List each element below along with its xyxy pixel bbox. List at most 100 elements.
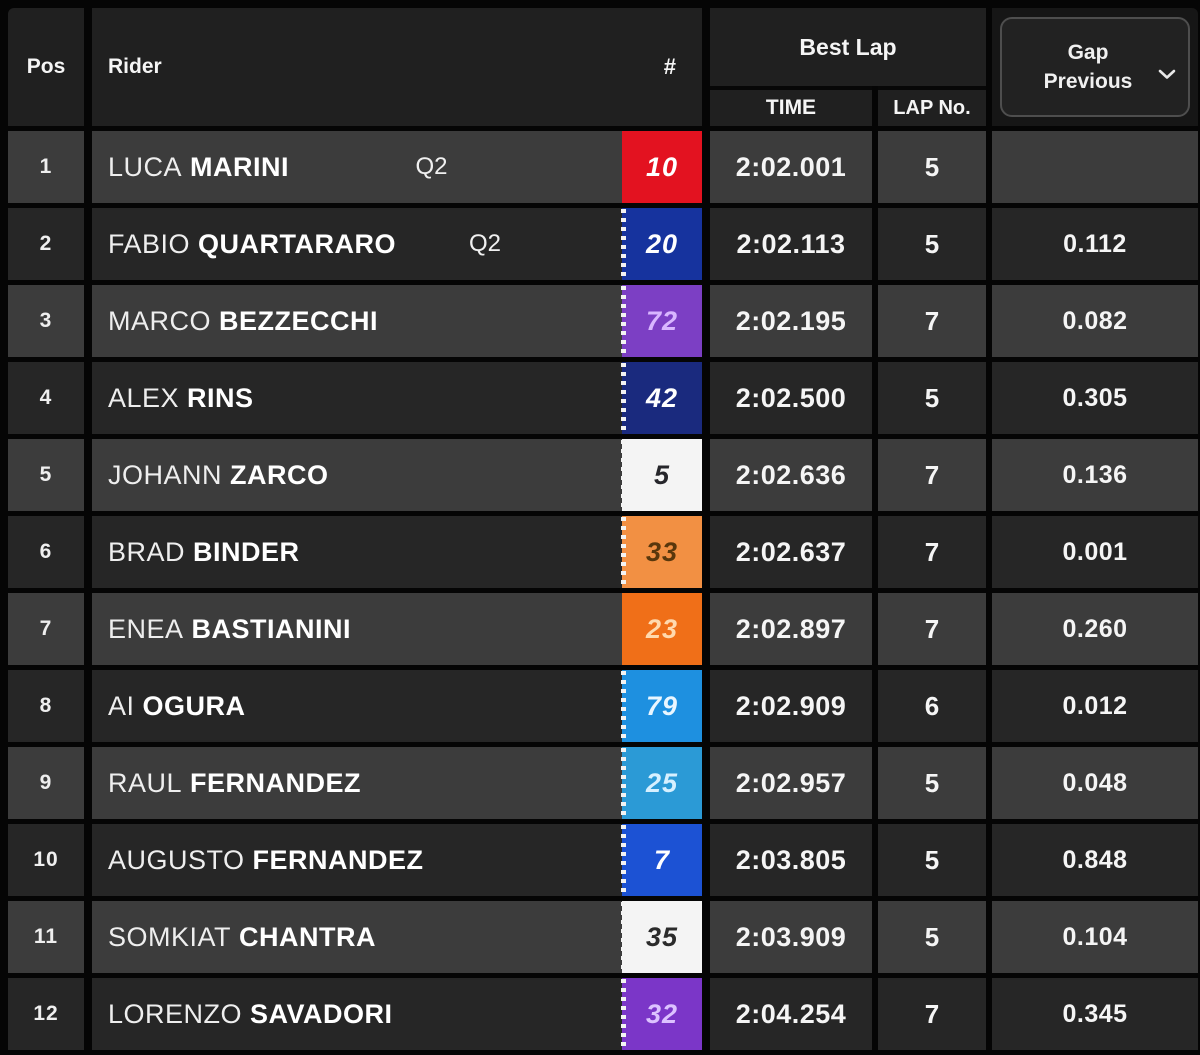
rider-name: LUCA MARINI (108, 152, 289, 183)
gap-value: 0.305 (992, 362, 1198, 434)
rider-last-name: FERNANDEZ (190, 767, 362, 798)
lap-number: 7 (878, 285, 986, 357)
rider-number-badge: 72 (621, 285, 702, 357)
position-value: 10 (8, 824, 84, 896)
rider-number-badge: 7 (621, 824, 702, 896)
table-row[interactable]: 3 MARCO BEZZECCHI 72 2:02.195 7 0.082 (0, 285, 1200, 357)
rider-first-name: MARCO (108, 305, 211, 336)
gap-value: 0.260 (992, 593, 1198, 665)
position-value: 6 (8, 516, 84, 588)
best-lap-time: 2:03.805 (710, 824, 872, 896)
rider-last-name: CHANTRA (239, 921, 376, 952)
lap-number: 7 (878, 516, 986, 588)
rider-cell: ENEA BASTIANINI 23 (92, 593, 702, 665)
position-value: 7 (8, 593, 84, 665)
table-row[interactable]: 2 FABIO QUARTARARO Q2 20 2:02.113 5 0.112 (0, 208, 1200, 280)
rider-number-badge: 42 (621, 362, 702, 434)
header-best-lap-label: Best Lap (799, 33, 897, 60)
best-lap-time: 2:02.957 (710, 747, 872, 819)
rider-number-badge: 23 (622, 593, 702, 665)
rows: 1 LUCA MARINI Q2 10 2:02.001 5 2 FABIO QUA… (0, 131, 1200, 1050)
rider-number-badge: 5 (621, 439, 702, 511)
table-row[interactable]: 9 RAUL FERNANDEZ 25 2:02.957 5 0.048 (0, 747, 1200, 819)
rider-name: LORENZO SAVADORI (108, 999, 393, 1030)
lap-number: 5 (878, 131, 986, 203)
rider-name: ALEX RINS (108, 383, 254, 414)
lap-number: 5 (878, 747, 986, 819)
rider-number-badge: 25 (621, 747, 702, 819)
best-lap-time: 2:02.909 (710, 670, 872, 742)
table-row[interactable]: 10 AUGUSTO FERNANDEZ 7 2:03.805 5 0.848 (0, 824, 1200, 896)
gap-label-line2: Previous (1043, 70, 1133, 93)
header-rider-label: Rider (108, 55, 162, 78)
gap-value: 0.345 (992, 978, 1198, 1050)
best-lap-time: 2:02.500 (710, 362, 872, 434)
best-lap-time: 2:02.113 (710, 208, 872, 280)
rider-name: ENEA BASTIANINI (108, 614, 351, 645)
session-badge: Q2 (415, 153, 448, 180)
lap-number: 5 (878, 208, 986, 280)
rider-number-badge: 79 (621, 670, 702, 742)
rider-first-name: LUCA (108, 151, 183, 182)
table-row[interactable]: 12 LORENZO SAVADORI 32 2:04.254 7 0.345 (0, 978, 1200, 1050)
rider-last-name: RINS (187, 382, 254, 413)
rider-first-name: AUGUSTO (108, 844, 245, 875)
position-value: 12 (8, 978, 84, 1050)
table-row[interactable]: 11 SOMKIAT CHANTRA 35 2:03.909 5 0.104 (0, 901, 1200, 973)
rider-last-name: SAVADORI (250, 998, 393, 1029)
rider-name: MARCO BEZZECCHI (108, 306, 378, 337)
rider-last-name: BINDER (193, 536, 300, 567)
best-lap-time: 2:03.909 (710, 901, 872, 973)
gap-value: 0.012 (992, 670, 1198, 742)
table-row[interactable]: 4 ALEX RINS 42 2:02.500 5 0.305 (0, 362, 1200, 434)
table-row[interactable]: 5 JOHANN ZARCO 5 2:02.636 7 0.136 (0, 439, 1200, 511)
rider-cell: BRAD BINDER 33 (92, 516, 702, 588)
header-lap-no: LAP No. (878, 86, 986, 126)
position-value: 11 (8, 901, 84, 973)
gap-value: 0.048 (992, 747, 1198, 819)
header-number-label: # (663, 54, 676, 79)
table-row[interactable]: 6 BRAD BINDER 33 2:02.637 7 0.001 (0, 516, 1200, 588)
rider-cell: FABIO QUARTARARO Q2 20 (92, 208, 702, 280)
table-row[interactable]: 7 ENEA BASTIANINI 23 2:02.897 7 0.260 (0, 593, 1200, 665)
rider-cell: JOHANN ZARCO 5 (92, 439, 702, 511)
lap-number: 7 (878, 978, 986, 1050)
table-row[interactable]: 1 LUCA MARINI Q2 10 2:02.001 5 (0, 131, 1200, 203)
rider-last-name: MARINI (190, 151, 290, 182)
table-header: Pos Rider # Best Lap TIME LAP No. Gap Pr… (0, 8, 1200, 126)
gap-selector-button[interactable]: Gap Previous (1000, 17, 1190, 117)
rider-first-name: JOHANN (108, 459, 223, 490)
best-lap-time: 2:04.254 (710, 978, 872, 1050)
best-lap-time: 2:02.637 (710, 516, 872, 588)
rider-name: BRAD BINDER (108, 537, 300, 568)
position-value: 5 (8, 439, 84, 511)
rider-cell: AUGUSTO FERNANDEZ 7 (92, 824, 702, 896)
rider-last-name: OGURA (142, 690, 246, 721)
header-gap: Gap Previous (992, 8, 1198, 126)
rider-number-badge: 10 (621, 131, 702, 203)
rider-name: FABIO QUARTARARO (108, 229, 396, 260)
gap-value: 0.001 (992, 516, 1198, 588)
header-lap-no-label: LAP No. (893, 96, 971, 119)
rider-last-name: BASTIANINI (191, 613, 352, 644)
gap-value (992, 131, 1198, 203)
position-value: 4 (8, 362, 84, 434)
gap-value: 0.848 (992, 824, 1198, 896)
rider-last-name: BEZZECCHI (219, 305, 378, 336)
gap-value: 0.104 (992, 901, 1198, 973)
lap-number: 5 (878, 362, 986, 434)
rider-name: SOMKIAT CHANTRA (108, 922, 376, 953)
rider-cell: AI OGURA 79 (92, 670, 702, 742)
lap-number: 6 (878, 670, 986, 742)
chevron-down-icon (1158, 61, 1176, 86)
lap-number: 7 (878, 593, 986, 665)
rider-first-name: BRAD (108, 536, 186, 567)
gap-value: 0.136 (992, 439, 1198, 511)
position-value: 8 (8, 670, 84, 742)
rider-first-name: FABIO (108, 228, 191, 259)
gap-label-line1: Gap (1067, 40, 1109, 64)
rider-cell: LORENZO SAVADORI 32 (92, 978, 702, 1050)
rider-name: AUGUSTO FERNANDEZ (108, 845, 424, 876)
table-row[interactable]: 8 AI OGURA 79 2:02.909 6 0.012 (0, 670, 1200, 742)
